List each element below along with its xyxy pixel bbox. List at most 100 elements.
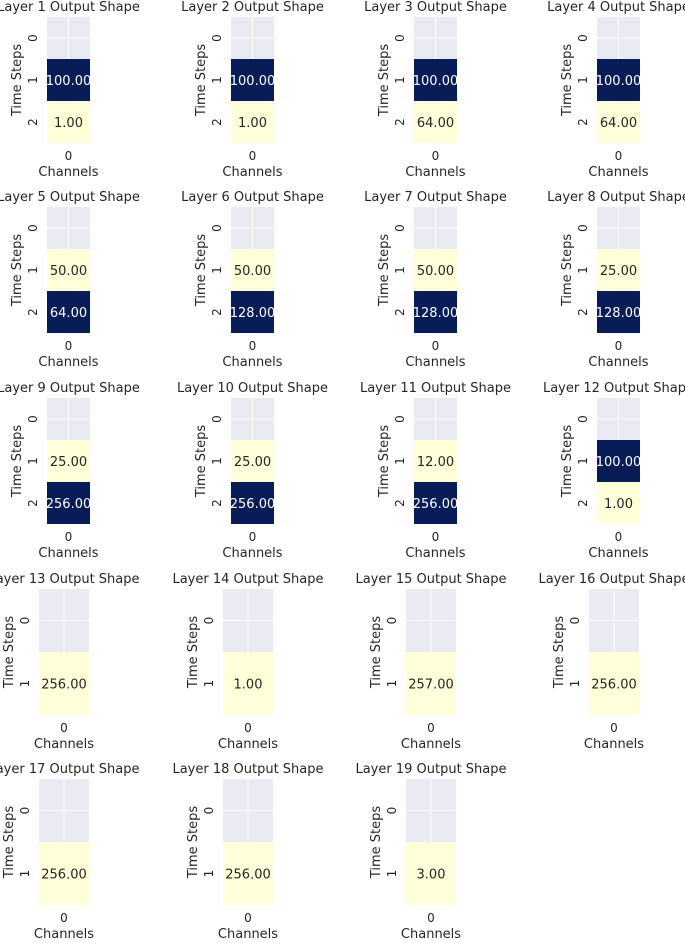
heatmap-cell xyxy=(223,652,273,715)
cell-value-label: 128.00 xyxy=(413,306,459,321)
heatmap-cell xyxy=(223,842,273,905)
cell-value-label: 100.00 xyxy=(596,455,642,470)
cell-value-label: 256.00 xyxy=(591,678,637,693)
heatmap-cell xyxy=(597,440,640,482)
x-axis-label: Channels xyxy=(218,927,278,942)
heatmap-cell xyxy=(589,652,639,715)
y-tick-label: 1 xyxy=(576,76,590,84)
x-tick-label: 0 xyxy=(615,339,623,353)
cell-value-label: 25.00 xyxy=(50,455,87,470)
y-axis-label: Time Steps xyxy=(552,616,567,690)
x-tick-label: 0 xyxy=(249,530,257,544)
heatmap-cell xyxy=(47,482,90,524)
y-tick-label: 0 xyxy=(210,224,224,232)
y-tick-label: 2 xyxy=(26,308,40,316)
y-tick-label: 0 xyxy=(26,34,40,42)
heatmap-cell xyxy=(597,291,640,333)
x-axis-label: Channels xyxy=(588,165,648,180)
cell-value-label: 100.00 xyxy=(46,74,92,89)
y-axis-label: Time Steps xyxy=(377,234,392,308)
heatmap-cell xyxy=(47,291,90,333)
x-tick-label: 0 xyxy=(244,721,252,735)
heatmap-cell xyxy=(414,59,457,101)
x-tick-label: 0 xyxy=(65,339,73,353)
y-tick-label: 2 xyxy=(26,118,40,126)
panel-title: Layer 3 Output Shape xyxy=(364,0,507,15)
y-axis-label: Time Steps xyxy=(369,616,384,690)
x-axis-label: Channels xyxy=(401,737,461,752)
y-axis-label: Time Steps xyxy=(186,616,201,690)
y-axis-label: Time Steps xyxy=(186,806,201,880)
x-axis-label: Channels xyxy=(222,355,282,370)
y-tick-label: 1 xyxy=(26,457,40,465)
y-axis-label: Time Steps xyxy=(377,44,392,118)
x-tick-label: 0 xyxy=(432,530,440,544)
x-tick-label: 0 xyxy=(427,911,435,925)
x-tick-label: 0 xyxy=(60,911,68,925)
cell-value-label: 64.00 xyxy=(417,116,454,131)
panel-title: Layer 12 Output Shape xyxy=(543,381,685,396)
y-tick-label: 1 xyxy=(393,266,407,274)
heatmap-cell xyxy=(231,59,274,101)
heatmap-cell xyxy=(231,440,274,482)
cell-value-label: 256.00 xyxy=(41,678,87,693)
cell-value-label: 50.00 xyxy=(417,264,454,279)
y-tick-label: 1 xyxy=(568,680,582,688)
x-tick-label: 0 xyxy=(610,721,618,735)
heatmap-cell xyxy=(597,482,640,524)
x-tick-label: 0 xyxy=(60,721,68,735)
cell-value-label: 50.00 xyxy=(234,264,271,279)
y-tick-label: 2 xyxy=(393,308,407,316)
heatmap-cell xyxy=(406,842,456,905)
heatmap-cell xyxy=(414,482,457,524)
x-axis-label: Channels xyxy=(38,355,98,370)
y-tick-label: 2 xyxy=(393,499,407,507)
y-axis-label: Time Steps xyxy=(2,616,17,690)
y-tick-label: 1 xyxy=(26,266,40,274)
x-tick-label: 0 xyxy=(432,339,440,353)
x-tick-label: 0 xyxy=(249,339,257,353)
cell-value-label: 128.00 xyxy=(596,306,642,321)
x-axis-label: Channels xyxy=(218,737,278,752)
y-tick-label: 2 xyxy=(393,118,407,126)
cell-value-label: 25.00 xyxy=(600,264,637,279)
panel-title: Layer 18 Output Shape xyxy=(172,762,323,777)
x-axis-label: Channels xyxy=(34,927,94,942)
panel-title: Layer 9 Output Shape xyxy=(0,381,140,396)
x-axis-label: Channels xyxy=(405,355,465,370)
y-tick-label: 2 xyxy=(26,499,40,507)
cell-value-label: 256.00 xyxy=(230,497,276,512)
y-tick-label: 2 xyxy=(576,308,590,316)
y-tick-label: 2 xyxy=(210,308,224,316)
x-axis-label: Channels xyxy=(401,927,461,942)
y-axis-label: Time Steps xyxy=(194,234,209,308)
panel-title: Layer 15 Output Shape xyxy=(355,572,506,587)
heatmap-cell xyxy=(47,249,90,291)
y-tick-label: 1 xyxy=(202,870,216,878)
cell-value-label: 1.00 xyxy=(238,116,267,131)
y-tick-label: 0 xyxy=(18,807,32,815)
cell-value-label: 25.00 xyxy=(234,455,271,470)
heatmap-cell xyxy=(47,101,90,143)
heatmap-cell xyxy=(597,249,640,291)
panel-title: Layer 14 Output Shape xyxy=(172,572,323,587)
x-axis-label: Channels xyxy=(588,355,648,370)
y-tick-label: 0 xyxy=(568,617,582,625)
panel-title: Layer 6 Output Shape xyxy=(181,190,324,205)
y-tick-label: 1 xyxy=(385,680,399,688)
y-axis-label: Time Steps xyxy=(560,425,575,499)
heatmap-cell xyxy=(39,842,89,905)
panel-title: Layer 11 Output Shape xyxy=(360,381,511,396)
y-tick-label: 0 xyxy=(393,415,407,423)
cell-value-label: 64.00 xyxy=(600,116,637,131)
heatmap-cell xyxy=(231,249,274,291)
cell-value-label: 257.00 xyxy=(408,678,454,693)
